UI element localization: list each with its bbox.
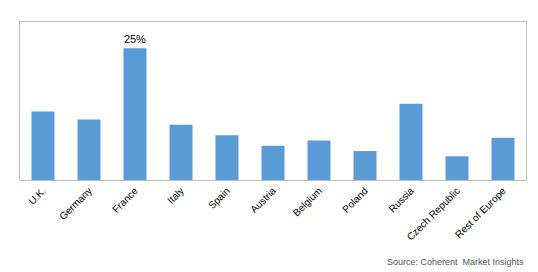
svg-text:France: France xyxy=(110,185,140,215)
svg-text:Italy: Italy xyxy=(165,185,186,206)
svg-text:Belgium: Belgium xyxy=(291,185,324,218)
svg-text:Source: Coherent Market Insig: Source: Coherent Market Insights xyxy=(387,257,524,267)
svg-text:Poland: Poland xyxy=(340,185,370,215)
svg-text:Russia: Russia xyxy=(387,185,417,215)
svg-text:U.K.: U.K. xyxy=(26,185,48,207)
svg-text:Austria: Austria xyxy=(248,185,278,215)
svg-text:25%: 25% xyxy=(124,33,146,45)
svg-text:Rest of Europe: Rest of Europe xyxy=(453,185,508,240)
svg-text:Czech Republic: Czech Republic xyxy=(405,185,462,242)
svg-text:Germany: Germany xyxy=(57,185,94,222)
svg-text:Spain: Spain xyxy=(206,185,232,211)
